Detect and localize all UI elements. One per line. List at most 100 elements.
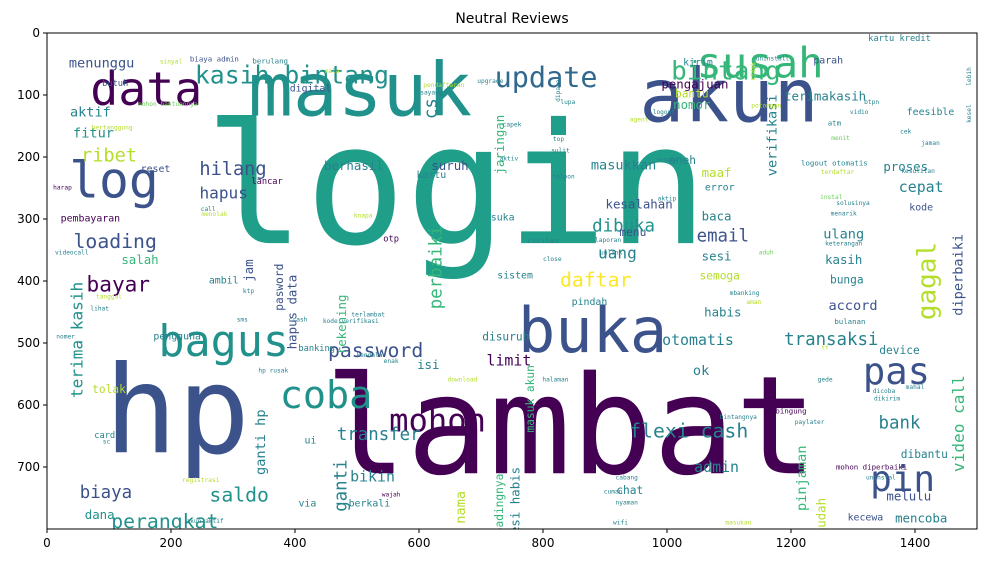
- word-123: sinyal: [160, 59, 183, 66]
- word-192: sc: [103, 439, 111, 446]
- word-128: logout: [653, 109, 676, 116]
- word-88: salah: [121, 252, 158, 267]
- word-3: masuk: [248, 47, 472, 134]
- word-2: hp: [104, 341, 250, 482]
- word-75: bunga: [830, 273, 864, 286]
- word-72: habis: [704, 305, 741, 320]
- word-148: laporan: [595, 237, 621, 244]
- word-152: close: [543, 256, 562, 263]
- y-tick-label-3: 300: [17, 212, 40, 226]
- y-axis: 0 100 200 300 400 500 600 700: [17, 26, 47, 474]
- x-tick-label-5: 1000: [652, 536, 683, 550]
- word-29: loading: [74, 230, 157, 253]
- word-7: data: [90, 62, 202, 116]
- word-34: menunggu: [69, 55, 134, 71]
- word-62: nama: [453, 491, 469, 524]
- word-26: perangkat: [111, 510, 218, 533]
- word-140: aktiv: [500, 155, 519, 162]
- word-14: update: [495, 61, 598, 94]
- word-169: nomer: [56, 333, 75, 340]
- word-13: pin: [870, 459, 935, 500]
- word-172: halaman: [542, 377, 568, 384]
- word-145: solusinya: [836, 200, 870, 207]
- word-153: knapa: [354, 212, 373, 219]
- word-114: kirim: [683, 57, 713, 68]
- word-53: cs: [421, 98, 441, 119]
- word-183: uninstal: [866, 475, 896, 482]
- word-1: lambat: [325, 347, 818, 506]
- word-116: feesible: [907, 107, 955, 118]
- word-170: hp rusak: [258, 367, 288, 374]
- word-50: suruh: [431, 158, 468, 173]
- word-11: mohon: [389, 402, 486, 440]
- word-39: dibuka: [592, 216, 655, 236]
- word-174: aman: [746, 299, 761, 306]
- word-57: ganti: [332, 459, 352, 511]
- chart-title: Neutral Reviews: [455, 11, 568, 27]
- word-168: enak: [384, 358, 399, 365]
- word-71: semoga: [699, 270, 739, 283]
- word-37: daftar: [560, 268, 632, 291]
- y-tick-label-0: 0: [32, 26, 40, 40]
- word-199: tidak: [750, 62, 757, 81]
- word-9: bagus: [158, 317, 289, 367]
- word-181: dikirim: [874, 395, 900, 402]
- word-70: sesi: [702, 249, 732, 264]
- word-134: menit: [831, 135, 850, 142]
- word-124: mala: [325, 68, 340, 75]
- word-106: via: [298, 499, 316, 510]
- word-157: menolak: [201, 211, 227, 218]
- word-83: dibantu: [901, 448, 948, 461]
- x-tick-label-1: 200: [160, 536, 183, 550]
- word-104: otp: [383, 235, 399, 245]
- word-179: paylater: [795, 419, 825, 426]
- word-173: mbanking: [730, 290, 760, 297]
- word-65: loadingnya: [493, 474, 506, 541]
- word-22: flexi cash: [629, 420, 748, 443]
- word-30: bayar: [87, 272, 151, 297]
- word-21: transfer: [337, 425, 421, 445]
- word-176: gede: [818, 377, 833, 384]
- word-136: jaman: [921, 140, 940, 147]
- word-33: aktif: [70, 104, 111, 120]
- word-150: aduh: [759, 250, 774, 257]
- word-95: nomor: [673, 97, 710, 112]
- word-56: ganti hp: [253, 409, 269, 474]
- word-194: pendaftaran: [423, 82, 464, 89]
- word-91: tolak: [92, 383, 126, 396]
- word-135: cek: [900, 129, 911, 136]
- word-64: sesi habis: [508, 467, 523, 542]
- word-45: pengajuan: [661, 76, 728, 91]
- word-138: top: [553, 136, 564, 143]
- word-130: potongan: [751, 103, 781, 110]
- word-112: butuh: [102, 79, 128, 89]
- y-tick-label-2: 200: [17, 150, 40, 164]
- word-139: sulit: [551, 147, 570, 154]
- word-84: bikin: [350, 467, 395, 485]
- word-78: device: [879, 344, 920, 357]
- word-16: bintang: [671, 56, 781, 86]
- word-35: hilang: [199, 159, 266, 180]
- word-151: keterangan: [825, 240, 863, 247]
- word-0: login: [204, 89, 708, 283]
- word-149: unlink: [600, 250, 623, 257]
- word-195: dipakai: [555, 75, 562, 101]
- word-24: transaksi: [784, 330, 878, 350]
- word-69: baca: [702, 208, 732, 223]
- y-tick-label-7: 700: [17, 460, 40, 474]
- word-15: kasih bintang: [195, 61, 389, 90]
- y-tick-label-1: 100: [17, 88, 40, 102]
- word-117: bulanan: [834, 317, 865, 326]
- word-122: mohon bantuannya: [138, 101, 198, 108]
- x-tick-label-0: 0: [43, 536, 51, 550]
- y-tick-label-4: 400: [17, 274, 40, 288]
- word-58: hapus data: [284, 275, 299, 350]
- word-175: tf: [821, 345, 829, 352]
- word-154: kesulitan: [901, 168, 935, 175]
- word-46: terimakasih: [784, 89, 866, 104]
- word-184: cabang: [616, 475, 639, 482]
- word-48: kesalahan: [606, 197, 673, 212]
- word-125: upgrade: [477, 78, 503, 85]
- word-144: instal: [820, 194, 843, 201]
- word-177: bintangnya: [720, 414, 758, 421]
